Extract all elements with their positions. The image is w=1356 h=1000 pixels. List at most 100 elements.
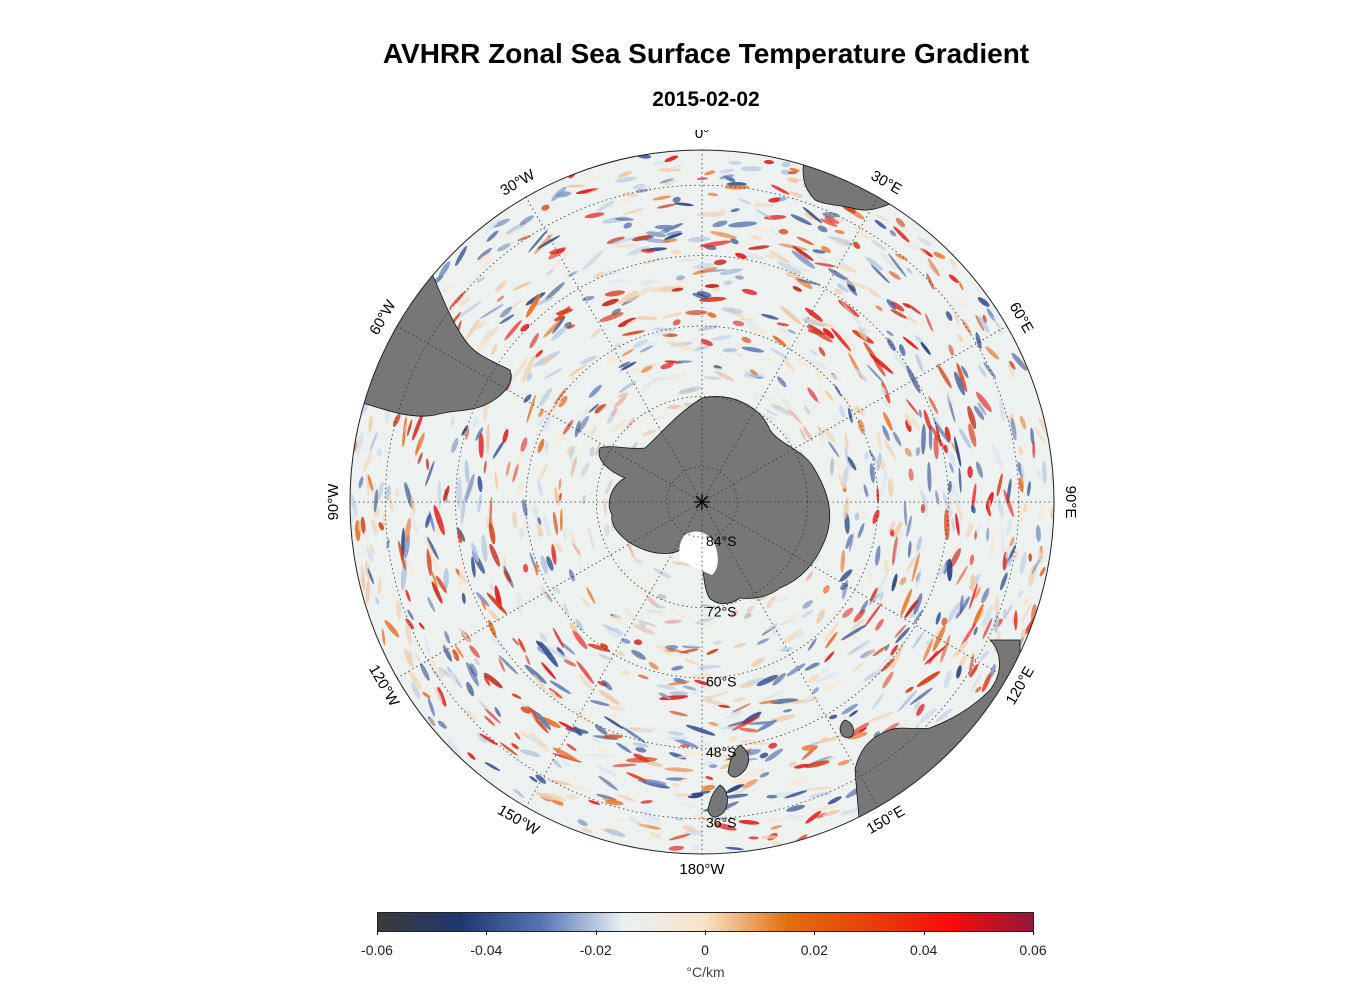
sst-streak <box>789 191 803 198</box>
sst-streak <box>960 622 976 648</box>
sst-streak <box>610 237 635 246</box>
sst-streak <box>879 590 884 602</box>
sst-streak <box>553 387 567 405</box>
sst-streak <box>377 481 384 502</box>
sst-streak <box>713 822 737 831</box>
sst-streak <box>632 742 649 748</box>
sst-streak <box>923 638 934 662</box>
sst-streak <box>814 372 822 381</box>
sst-streak <box>839 278 852 292</box>
sst-streak <box>735 252 747 259</box>
sst-streak <box>566 743 577 752</box>
sst-streak <box>797 357 810 370</box>
sst-streak <box>465 426 470 440</box>
sst-streak <box>978 609 985 619</box>
sst-streak <box>1001 528 1005 555</box>
sst-streak <box>977 297 990 307</box>
sst-streak <box>844 431 849 453</box>
sst-streak <box>880 386 887 397</box>
sst-streak <box>883 411 893 431</box>
sst-streak <box>912 631 925 650</box>
sst-streak <box>415 439 421 457</box>
sst-streak <box>611 308 621 316</box>
sst-streak <box>794 763 810 769</box>
sst-streak <box>723 793 749 799</box>
sst-streak <box>558 721 575 731</box>
sst-streak <box>489 496 493 529</box>
sst-streak <box>698 665 722 669</box>
sst-streak <box>945 311 953 321</box>
sst-streak <box>801 609 814 618</box>
sst-streak <box>666 230 682 236</box>
sst-streak <box>886 299 897 310</box>
sst-streak <box>407 419 413 436</box>
sst-streak <box>450 416 455 426</box>
sst-streak <box>949 258 957 269</box>
sst-streak <box>942 491 952 518</box>
sst-streak <box>797 279 821 286</box>
sst-streak <box>539 462 548 481</box>
sst-streak <box>581 295 595 302</box>
sst-streak <box>475 591 490 607</box>
sst-streak <box>779 647 794 652</box>
sst-streak <box>553 429 563 439</box>
sst-streak <box>784 779 810 787</box>
sst-streak <box>804 317 835 328</box>
longitude-label: 30°E <box>868 167 905 198</box>
sst-streak <box>613 818 624 823</box>
sst-streak <box>489 582 494 592</box>
sst-streak <box>407 609 414 621</box>
sst-streak <box>691 845 700 851</box>
sst-streak <box>614 244 640 248</box>
sst-streak <box>847 456 857 471</box>
sst-streak <box>443 485 450 502</box>
sst-streak <box>582 827 593 834</box>
longitude-label: 90°W <box>325 483 342 521</box>
sst-streak <box>588 403 600 413</box>
sst-streak <box>546 269 554 275</box>
sst-streak <box>568 569 575 582</box>
sst-streak <box>594 404 607 414</box>
sst-streak <box>750 235 763 241</box>
sst-streak <box>684 750 694 755</box>
sst-streak <box>691 673 712 679</box>
sst-streak <box>1009 360 1016 370</box>
sst-streak <box>719 268 743 275</box>
sst-streak <box>552 316 566 334</box>
sst-streak <box>477 493 482 513</box>
sst-streak <box>949 548 961 568</box>
sst-streak <box>768 742 778 749</box>
sst-streak <box>603 734 623 739</box>
sst-streak <box>759 699 779 705</box>
sst-streak <box>409 511 419 536</box>
map-frame <box>349 149 1055 855</box>
sst-streak <box>763 159 774 165</box>
sst-streak <box>426 548 432 577</box>
sst-streak <box>532 297 554 307</box>
sst-streak <box>807 323 826 336</box>
sst-streak <box>588 800 600 805</box>
sst-streak <box>442 644 453 662</box>
sst-streak <box>674 202 694 207</box>
sst-streak <box>563 659 577 667</box>
sst-streak <box>951 517 955 532</box>
sst-streak <box>522 499 528 517</box>
sst-streak <box>807 638 817 651</box>
sst-streak <box>760 835 777 840</box>
sst-streak <box>867 711 895 723</box>
sst-streak <box>409 650 413 659</box>
sst-streak <box>664 232 683 240</box>
sst-streak <box>544 368 563 379</box>
sst-streak <box>683 659 700 665</box>
sst-streak <box>513 788 525 799</box>
tasmania <box>839 719 854 738</box>
sst-streak <box>1018 476 1024 492</box>
colorbar-tick-label: 0.04 <box>910 942 938 958</box>
sst-streak <box>967 405 977 429</box>
sst-streak <box>520 323 530 332</box>
sst-streak <box>762 357 777 362</box>
sst-streak <box>549 690 558 700</box>
sst-streak <box>733 697 746 703</box>
sst-streak <box>664 180 676 186</box>
sst-streak <box>558 395 568 408</box>
